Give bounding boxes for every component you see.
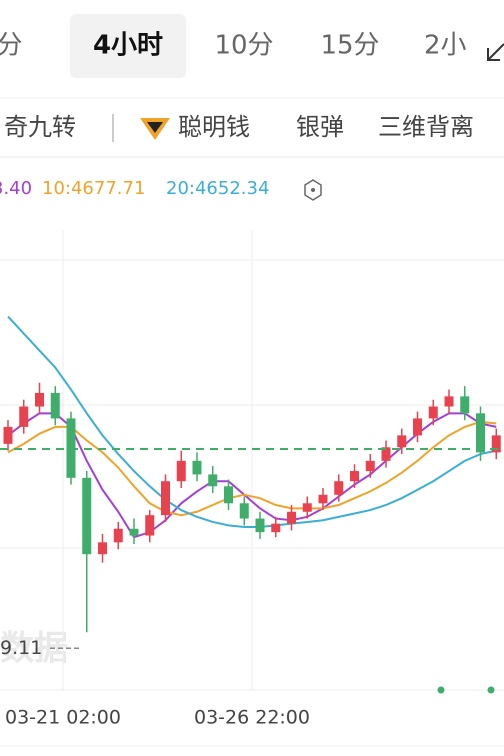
ma-legend: 3.40 bbox=[0, 178, 32, 199]
x-tick-label: 03-21 02:00 bbox=[5, 707, 121, 729]
candle-body bbox=[287, 511, 296, 524]
candle-body bbox=[3, 426, 13, 444]
ma-line bbox=[7, 315, 497, 529]
candle-body bbox=[145, 515, 155, 536]
ma-line bbox=[7, 420, 497, 517]
candle-body bbox=[397, 435, 407, 448]
indicator[interactable]: 银弹 bbox=[296, 113, 344, 141]
candle-body bbox=[176, 460, 186, 482]
settings-icon[interactable] bbox=[304, 179, 322, 201]
candle-body bbox=[129, 528, 139, 536]
dot bbox=[487, 686, 495, 694]
tab[interactable]: 15分 bbox=[320, 31, 379, 61]
tab[interactable]: 2小 bbox=[424, 31, 467, 61]
indicator[interactable]: 奇九转 bbox=[4, 113, 76, 141]
diamond-icon bbox=[140, 118, 170, 140]
candle-body bbox=[271, 523, 281, 533]
candle-body bbox=[334, 481, 344, 495]
candle-body bbox=[350, 471, 359, 482]
ma-legend: 20:4652.34 bbox=[166, 178, 269, 199]
candle-body bbox=[413, 418, 422, 436]
tab[interactable]: 4小时 bbox=[93, 31, 163, 61]
candle-body bbox=[192, 460, 202, 475]
candle-body bbox=[428, 406, 438, 419]
candle-body bbox=[302, 503, 312, 512]
expand-icon[interactable] bbox=[487, 43, 504, 61]
candle-body bbox=[50, 392, 60, 419]
ma-line bbox=[7, 412, 497, 539]
low-label: 9.11 bbox=[0, 637, 42, 659]
tab[interactable]: 10分 bbox=[214, 31, 273, 61]
candle-body bbox=[460, 396, 470, 414]
ma-legend: 10:4677.71 bbox=[42, 178, 145, 199]
tab[interactable]: 0分 bbox=[0, 31, 23, 61]
dot bbox=[437, 686, 445, 694]
settings-icon-dot bbox=[311, 188, 315, 192]
candle-body bbox=[98, 542, 107, 555]
watermark: 数据 bbox=[0, 629, 68, 669]
candle-body bbox=[365, 460, 375, 472]
candle-body bbox=[491, 435, 501, 453]
candle-body bbox=[161, 481, 170, 516]
candle-body bbox=[82, 477, 92, 555]
candle-body bbox=[35, 392, 44, 407]
candle-body bbox=[318, 494, 328, 504]
x-tick-label: 03-26 22:00 bbox=[194, 707, 310, 729]
candle-body bbox=[476, 413, 485, 453]
active-tab-bg bbox=[70, 14, 186, 78]
candle-body bbox=[19, 406, 29, 427]
candle-body bbox=[255, 518, 265, 533]
indicator[interactable]: 三维背离 bbox=[378, 113, 474, 141]
candle-body bbox=[239, 503, 249, 519]
candle-body bbox=[113, 528, 123, 543]
indicator[interactable]: 聪明钱 bbox=[178, 113, 250, 141]
candle-body bbox=[381, 447, 391, 461]
candle-body bbox=[208, 474, 218, 487]
candle-body bbox=[444, 396, 454, 407]
candle-body bbox=[224, 486, 233, 504]
